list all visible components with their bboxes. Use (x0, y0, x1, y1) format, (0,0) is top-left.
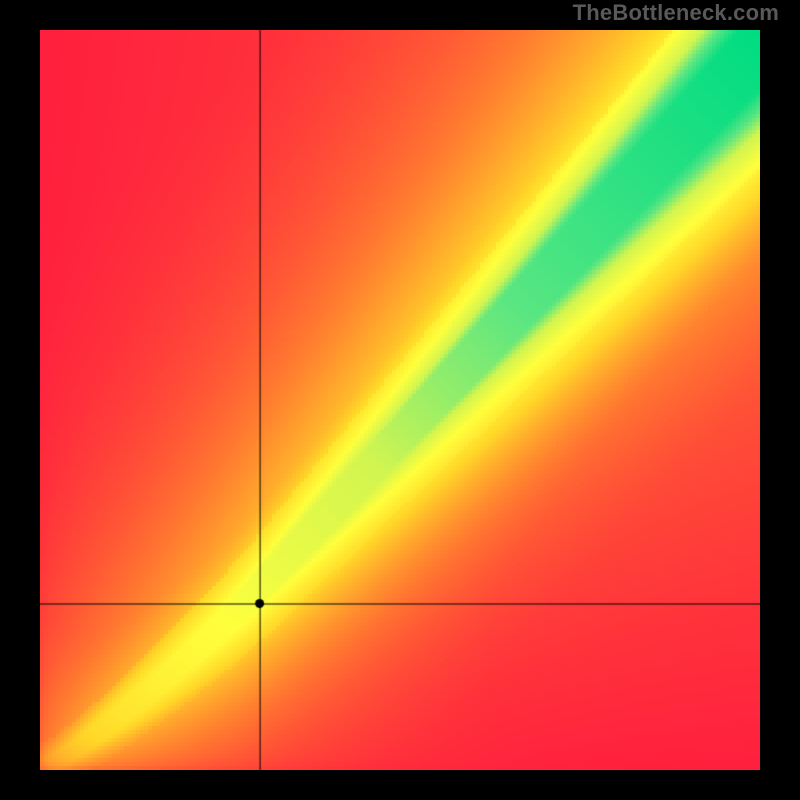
heatmap-plot (40, 30, 760, 770)
chart-container: TheBottleneck.com (0, 0, 800, 800)
watermark-text: TheBottleneck.com (573, 0, 779, 26)
